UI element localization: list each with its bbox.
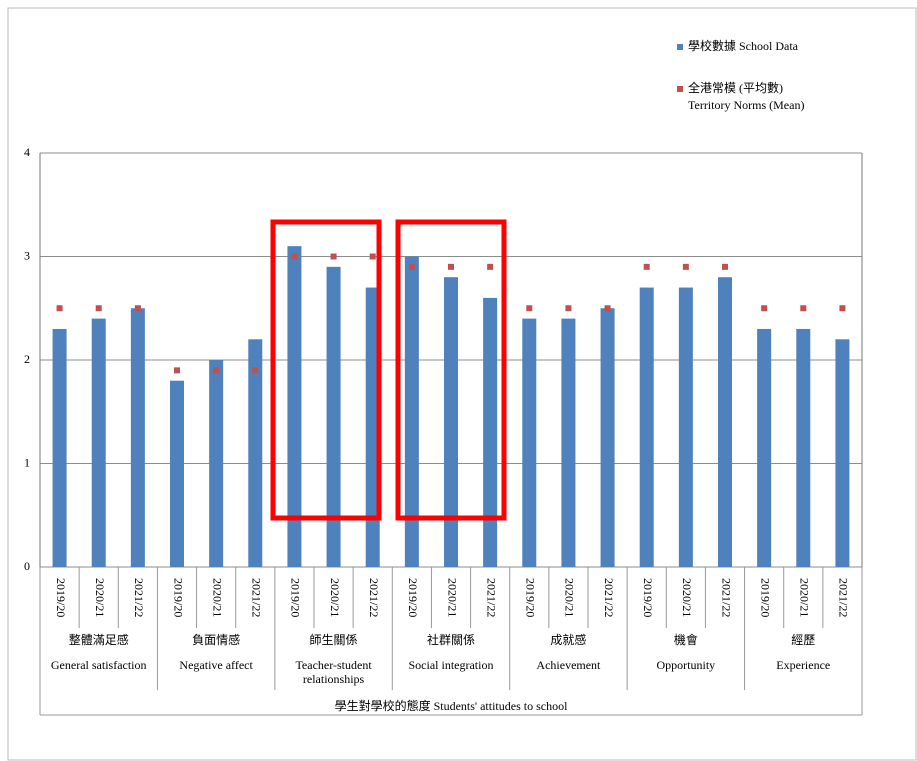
bar [404,256,419,567]
norm-marker [448,263,454,270]
bar [757,328,772,567]
group-label-en: Experience [776,658,831,672]
y-tick-label: 2 [24,352,30,366]
bar [326,266,341,567]
norm-marker [369,253,376,260]
x-tick-label: 2020/21 [798,578,812,617]
y-tick-label: 3 [24,248,30,262]
group-label-zh: 師生關係 [309,633,358,647]
group-label-zh: 社群關係 [426,633,475,647]
norm-marker [330,253,337,260]
bar [91,318,106,567]
y-tick-label: 1 [24,455,30,469]
norm-marker [800,305,807,312]
y-tick-label: 0 [24,559,30,573]
norm-marker [134,305,141,312]
group-label-en: General satisfaction [50,658,147,672]
x-tick-label: 2020/21 [328,578,342,617]
x-tick-label: 2020/21 [563,578,577,617]
bar [248,339,263,567]
norm-marker [213,367,220,374]
norm-marker [839,305,846,312]
x-tick-label: 2019/20 [758,578,772,617]
norm-marker [291,253,298,260]
x-tick-label: 2020/21 [445,578,459,617]
bar [170,380,184,567]
group-label-zh: 負面情感 [192,633,241,647]
highlight-box [395,219,507,521]
x-tick-label: 2021/22 [602,578,616,617]
norm-marker [526,305,533,312]
group-label-en: Achievement [536,658,601,672]
bar [365,287,380,567]
legend-swatch [677,86,683,92]
group-label-en: Social integration [408,658,494,672]
bar [287,246,302,567]
x-axis-label: 學生對學校的態度 Students' attitudes to school [334,699,568,713]
legend-swatch [677,44,683,50]
x-tick-label: 2019/20 [641,578,655,617]
legend-label: 學校數據 School Data [688,39,798,53]
group-label-en: Negative affect [179,658,253,672]
bar [718,277,732,567]
bar [130,308,145,567]
x-tick-label: 2021/22 [367,578,381,617]
x-tick-label: 2020/21 [93,578,107,617]
x-tick-label: 2021/22 [132,578,146,617]
norm-marker [604,305,611,312]
x-tick-label: 2021/22 [250,578,264,617]
norm-marker [682,263,689,270]
group-label-zh: 整體滿足感 [68,633,129,647]
group-label-en: Opportunity [656,658,716,672]
x-tick-label: 2019/20 [171,578,185,617]
highlight-box [270,219,382,521]
norm-marker [722,263,728,270]
group-label-zh: 經歷 [791,633,816,647]
group-label-en: Teacher-student relationships [295,658,372,686]
bar [600,308,615,567]
bar [444,277,458,567]
norm-marker [565,305,572,312]
frame [7,7,917,761]
norm-marker [643,263,650,270]
norm-marker [487,263,494,270]
bar [639,287,654,567]
group-label-zh: 成就感 [550,633,587,647]
x-tick-label: 2021/22 [719,578,733,617]
norm-marker [95,305,102,312]
group-label-zh: 機會 [673,633,698,647]
y-tick-label: 4 [24,145,30,159]
bar [835,339,850,567]
bar [796,328,811,567]
x-tick-label: 2021/22 [837,578,851,617]
norm-marker [174,367,180,374]
x-tick-label: 2020/21 [680,578,694,617]
norm-marker [56,305,63,312]
norm-marker [252,367,259,374]
x-tick-label: 2019/20 [524,578,538,617]
x-tick-label: 2019/20 [54,578,68,617]
bar [561,318,576,567]
bar [678,287,693,567]
bar [483,297,498,567]
norm-marker [408,263,415,270]
x-tick-label: 2019/20 [289,578,303,617]
legend-label: 全港常模 (平均數) Territory Norms (Mean) [688,81,805,112]
bar [522,318,537,567]
x-tick-label: 2021/22 [484,578,498,617]
bar [52,328,67,567]
bar [209,360,224,567]
norm-marker [761,305,768,312]
x-tick-label: 2019/20 [406,578,420,617]
x-tick-label: 2020/21 [210,578,224,617]
